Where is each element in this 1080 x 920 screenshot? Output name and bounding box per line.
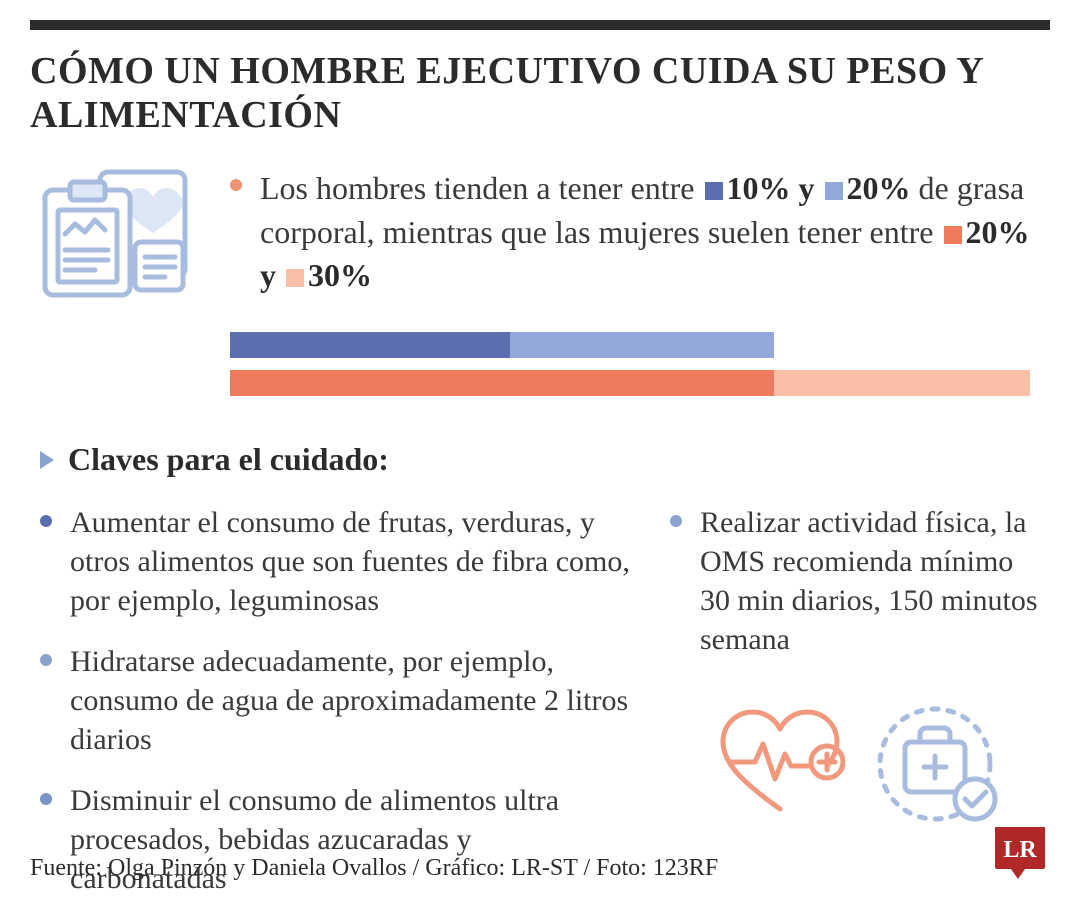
- intro-section: Los hombres tienden a tener entre 10% y …: [30, 162, 1050, 307]
- heart-pulse-icon: [715, 704, 845, 824]
- bullet-icon: [40, 654, 52, 666]
- square-orange-icon: [944, 226, 962, 244]
- bar-row-women: [230, 370, 1030, 396]
- bar-row-men: [230, 332, 1030, 358]
- svg-text:LR: LR: [1003, 837, 1037, 863]
- tip-text: Aumentar el consumo de frutas, verduras,…: [70, 503, 630, 620]
- subhead-row: Claves para el cuidado:: [40, 441, 1050, 478]
- source-text: Fuente: Olga Pinzón y Daniela Ovallos / …: [30, 855, 718, 882]
- tip-item: Realizar actividad física, la OMS recomi…: [670, 503, 1050, 659]
- footer: Fuente: Olga Pinzón y Daniela Ovallos / …: [30, 822, 1050, 882]
- bar-segment: [510, 332, 774, 358]
- page-title: CÓMO UN HOMBRE EJECUTIVO CUIDA SU PESO Y…: [30, 50, 1050, 137]
- intro-bullet: Los hombres tienden a tener entre 10% y …: [230, 167, 1050, 297]
- clipboard-devices-icon: [30, 162, 200, 307]
- top-border: [30, 20, 1050, 30]
- triangle-icon: [40, 451, 54, 469]
- tip-item: Aumentar el consumo de frutas, verduras,…: [40, 503, 630, 620]
- bar-segment: [774, 370, 1030, 396]
- square-light-blue-icon: [825, 182, 843, 200]
- health-icons: [670, 704, 1050, 824]
- square-light-orange-icon: [286, 269, 304, 287]
- tip-text: Hidratarse adecuadamente, por ejemplo, c…: [70, 642, 630, 759]
- medical-kit-check-icon: [875, 704, 1005, 824]
- tip-text: Realizar actividad física, la OMS recomi…: [700, 503, 1050, 659]
- lr-logo-icon: LR: [990, 822, 1050, 882]
- bullet-icon: [230, 179, 242, 191]
- bullet-icon: [40, 515, 52, 527]
- subhead: Claves para el cuidado:: [68, 441, 389, 478]
- square-dark-blue-icon: [705, 182, 723, 200]
- bullet-icon: [670, 515, 682, 527]
- bar-segment: [230, 332, 510, 358]
- intro-text: Los hombres tienden a tener entre 10% y …: [260, 167, 1050, 297]
- tip-item: Hidratarse adecuadamente, por ejemplo, c…: [40, 642, 630, 759]
- bar-segment: [230, 370, 774, 396]
- bullet-icon: [40, 793, 52, 805]
- body-fat-bars: [230, 332, 1030, 396]
